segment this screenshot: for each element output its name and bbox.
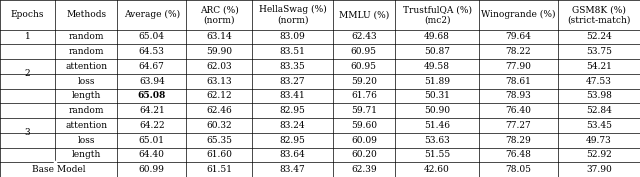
Text: 76.48: 76.48 <box>506 150 531 159</box>
Text: ARC (%)
(norm): ARC (%) (norm) <box>200 5 239 24</box>
Text: 51.55: 51.55 <box>424 150 450 159</box>
Text: 82.95: 82.95 <box>280 106 305 115</box>
Text: TrustfulQA (%)
(mc2): TrustfulQA (%) (mc2) <box>403 5 472 24</box>
Text: 61.60: 61.60 <box>206 150 232 159</box>
Text: 78.61: 78.61 <box>506 77 531 86</box>
Text: Average (%): Average (%) <box>124 10 180 19</box>
Text: 59.60: 59.60 <box>351 121 377 130</box>
Text: Base Model: Base Model <box>32 165 86 174</box>
Text: 42.60: 42.60 <box>424 165 450 174</box>
Text: 60.95: 60.95 <box>351 62 377 71</box>
Text: 78.05: 78.05 <box>506 165 531 174</box>
Text: 53.98: 53.98 <box>586 91 612 100</box>
Text: 37.90: 37.90 <box>586 165 612 174</box>
Text: 52.84: 52.84 <box>586 106 612 115</box>
Text: Methods: Methods <box>66 10 106 19</box>
Text: 47.53: 47.53 <box>586 77 612 86</box>
Text: 63.13: 63.13 <box>207 77 232 86</box>
Text: 78.22: 78.22 <box>506 47 531 56</box>
Text: 60.99: 60.99 <box>139 165 164 174</box>
Text: 52.24: 52.24 <box>586 32 612 41</box>
Text: length: length <box>72 91 101 100</box>
Text: attention: attention <box>65 62 108 71</box>
Text: loss: loss <box>77 136 95 145</box>
Text: 51.46: 51.46 <box>424 121 450 130</box>
Text: 83.64: 83.64 <box>280 150 305 159</box>
Text: 1: 1 <box>24 32 30 41</box>
Text: 78.93: 78.93 <box>506 91 531 100</box>
Text: 50.87: 50.87 <box>424 47 450 56</box>
Text: 2: 2 <box>25 69 30 78</box>
Text: random: random <box>68 32 104 41</box>
Text: 64.21: 64.21 <box>139 106 164 115</box>
Text: 53.63: 53.63 <box>424 136 450 145</box>
Text: 50.90: 50.90 <box>424 106 450 115</box>
Text: 62.39: 62.39 <box>351 165 377 174</box>
Text: 78.29: 78.29 <box>506 136 531 145</box>
Text: 62.46: 62.46 <box>207 106 232 115</box>
Text: length: length <box>72 150 101 159</box>
Text: 53.75: 53.75 <box>586 47 612 56</box>
Text: 60.95: 60.95 <box>351 47 377 56</box>
Text: 59.20: 59.20 <box>351 77 377 86</box>
Text: 82.95: 82.95 <box>280 136 305 145</box>
Text: 51.89: 51.89 <box>424 77 450 86</box>
Text: 79.64: 79.64 <box>506 32 531 41</box>
Text: 53.45: 53.45 <box>586 121 612 130</box>
Text: 62.43: 62.43 <box>351 32 377 41</box>
Text: 59.71: 59.71 <box>351 106 377 115</box>
Text: 61.51: 61.51 <box>206 165 232 174</box>
Text: 60.20: 60.20 <box>351 150 377 159</box>
Text: HellaSwag (%)
(norm): HellaSwag (%) (norm) <box>259 5 326 24</box>
Text: 62.12: 62.12 <box>207 91 232 100</box>
Text: 59.90: 59.90 <box>206 47 232 56</box>
Text: 49.58: 49.58 <box>424 62 450 71</box>
Text: Winogrande (%): Winogrande (%) <box>481 10 556 19</box>
Text: 3: 3 <box>25 128 30 137</box>
Text: loss: loss <box>77 77 95 86</box>
Text: 63.14: 63.14 <box>207 32 232 41</box>
Text: 62.03: 62.03 <box>207 62 232 71</box>
Text: 64.53: 64.53 <box>139 47 164 56</box>
Text: MMLU (%): MMLU (%) <box>339 10 389 19</box>
Text: 77.27: 77.27 <box>506 121 531 130</box>
Text: 49.73: 49.73 <box>586 136 612 145</box>
Text: GSM8K (%)
(strict-match): GSM8K (%) (strict-match) <box>567 5 630 24</box>
Text: 60.32: 60.32 <box>207 121 232 130</box>
Text: random: random <box>68 106 104 115</box>
Text: 83.27: 83.27 <box>280 77 305 86</box>
Text: attention: attention <box>65 121 108 130</box>
Text: 49.68: 49.68 <box>424 32 450 41</box>
Text: 60.09: 60.09 <box>351 136 377 145</box>
Text: 77.90: 77.90 <box>506 62 531 71</box>
Text: 83.47: 83.47 <box>280 165 305 174</box>
Text: 83.09: 83.09 <box>280 32 305 41</box>
Text: 65.01: 65.01 <box>139 136 164 145</box>
Text: 52.92: 52.92 <box>586 150 612 159</box>
Text: Epochs: Epochs <box>11 10 44 19</box>
Text: 63.94: 63.94 <box>139 77 164 86</box>
Text: 83.41: 83.41 <box>280 91 305 100</box>
Text: 83.24: 83.24 <box>280 121 305 130</box>
Text: 65.35: 65.35 <box>206 136 232 145</box>
Text: 64.67: 64.67 <box>139 62 164 71</box>
Text: 65.08: 65.08 <box>138 91 166 100</box>
Text: 76.40: 76.40 <box>506 106 531 115</box>
Text: 50.31: 50.31 <box>424 91 450 100</box>
Text: 65.04: 65.04 <box>139 32 164 41</box>
Text: 64.22: 64.22 <box>139 121 164 130</box>
Text: 83.35: 83.35 <box>280 62 305 71</box>
Text: 64.40: 64.40 <box>139 150 164 159</box>
Text: random: random <box>68 47 104 56</box>
Text: 83.51: 83.51 <box>280 47 305 56</box>
Text: 54.21: 54.21 <box>586 62 612 71</box>
Text: 61.76: 61.76 <box>351 91 377 100</box>
